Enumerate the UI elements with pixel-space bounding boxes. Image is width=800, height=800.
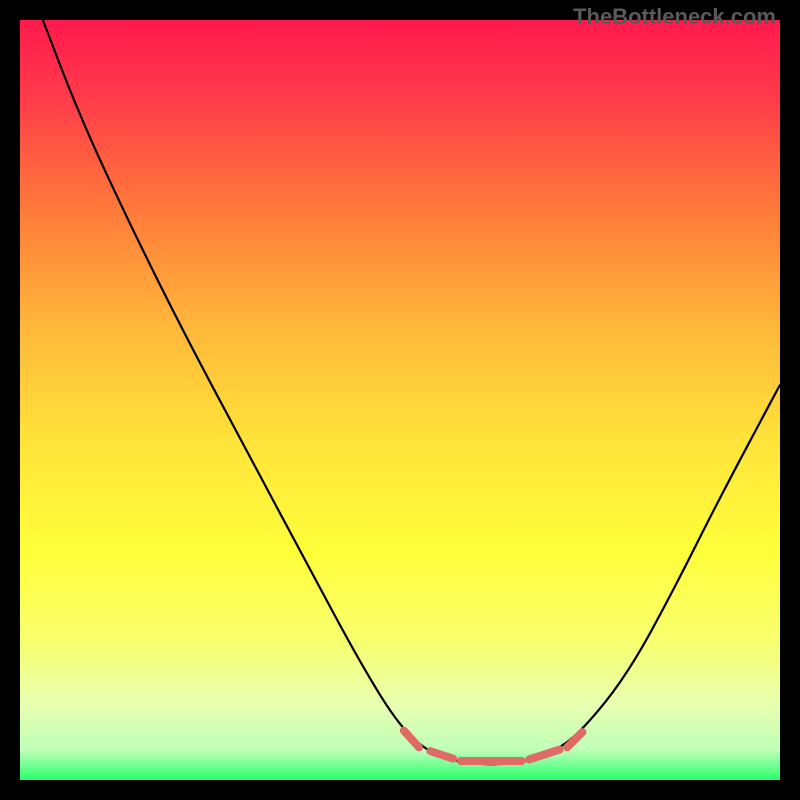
gradient-background [20, 20, 780, 780]
plot-area [20, 20, 780, 780]
chart-svg [20, 20, 780, 780]
watermark-text: TheBottleneck.com [573, 4, 776, 30]
chart-root: TheBottleneck.com [0, 0, 800, 800]
